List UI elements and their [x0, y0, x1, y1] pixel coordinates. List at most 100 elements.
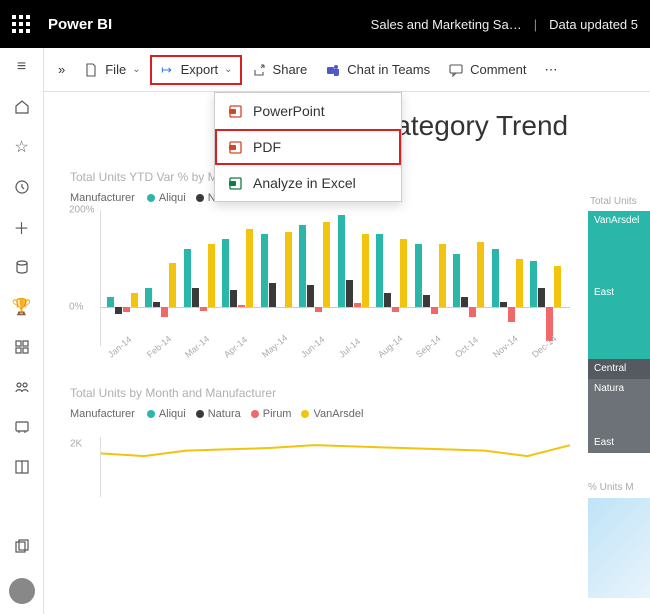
- bar[interactable]: [346, 280, 353, 307]
- bar[interactable]: [285, 232, 292, 307]
- treemap-cell[interactable]: East: [588, 283, 650, 303]
- export-option-analyze-in-excel[interactable]: Analyze in Excel: [215, 165, 401, 201]
- bar[interactable]: [508, 307, 515, 322]
- legend-item[interactable]: Pirum: [251, 408, 292, 420]
- expand-pages-button[interactable]: »: [50, 56, 73, 83]
- bar[interactable]: [123, 307, 130, 312]
- export-dropdown: PowerPointPDFAnalyze in Excel: [214, 92, 402, 202]
- bar[interactable]: [169, 263, 176, 307]
- bar[interactable]: [222, 239, 229, 307]
- bar[interactable]: [238, 305, 245, 307]
- bar[interactable]: [161, 307, 168, 317]
- treemap-cell[interactable]: [588, 303, 650, 359]
- workspaces-icon[interactable]: [13, 458, 31, 476]
- bar[interactable]: [269, 283, 276, 307]
- bar[interactable]: [115, 307, 122, 314]
- treemap-cell[interactable]: VanArsdel: [588, 211, 650, 283]
- share-button[interactable]: Share: [243, 56, 316, 84]
- export-option-pdf[interactable]: PDF: [215, 129, 401, 165]
- bar[interactable]: [153, 302, 160, 307]
- recent-icon[interactable]: [13, 178, 31, 196]
- create-icon[interactable]: ＋: [13, 218, 31, 236]
- bar[interactable]: [323, 222, 330, 307]
- bar[interactable]: [362, 234, 369, 307]
- bar[interactable]: [145, 288, 152, 307]
- bar[interactable]: [439, 244, 446, 307]
- bar[interactable]: [538, 288, 545, 307]
- bar[interactable]: [516, 259, 523, 308]
- legend-item[interactable]: VanArsdel: [301, 408, 363, 420]
- file-menu-button[interactable]: File ⌄: [75, 56, 148, 84]
- workspace-icon[interactable]: [13, 538, 31, 556]
- goals-icon[interactable]: 🏆: [13, 298, 31, 316]
- legend-item[interactable]: Aliqui: [147, 408, 186, 420]
- bar[interactable]: [469, 307, 476, 317]
- legend-item[interactable]: Natura: [196, 408, 241, 420]
- chart-total-units[interactable]: Total Units by Month and Manufacturer Ma…: [70, 386, 570, 497]
- bar[interactable]: [208, 244, 215, 307]
- bar[interactable]: [384, 293, 391, 308]
- comment-button[interactable]: Comment: [440, 56, 534, 84]
- apps-icon[interactable]: [13, 338, 31, 356]
- treemap-cell[interactable]: Natura: [588, 379, 650, 407]
- map-visual[interactable]: [588, 498, 650, 598]
- more-button[interactable]: ⋯: [536, 56, 565, 84]
- bar[interactable]: [261, 234, 268, 307]
- export-menu-button[interactable]: ↦ Export ⌄: [151, 56, 241, 84]
- bar[interactable]: [230, 290, 237, 307]
- home-icon[interactable]: [13, 98, 31, 116]
- learn-icon[interactable]: [13, 418, 31, 436]
- panel-title: Total Units: [588, 196, 650, 207]
- bar[interactable]: [307, 285, 314, 307]
- bar[interactable]: [392, 307, 399, 312]
- legend-item[interactable]: Aliqui: [147, 192, 186, 204]
- bar[interactable]: [530, 261, 537, 307]
- bar[interactable]: [423, 295, 430, 307]
- datasets-icon[interactable]: [13, 258, 31, 276]
- bar[interactable]: [107, 297, 114, 307]
- bar[interactable]: [354, 303, 361, 307]
- treemap-cell[interactable]: East: [588, 433, 650, 453]
- file-label: File: [105, 62, 126, 77]
- bar[interactable]: [192, 288, 199, 307]
- favorites-icon[interactable]: ☆: [13, 138, 31, 156]
- bar[interactable]: [500, 302, 507, 307]
- bar[interactable]: [400, 239, 407, 307]
- breadcrumb[interactable]: Sales and Marketing Sa…: [371, 17, 522, 32]
- workspace-avatar[interactable]: [9, 578, 35, 604]
- bar[interactable]: [131, 293, 138, 308]
- treemap-cell[interactable]: Central: [588, 359, 650, 379]
- shared-icon[interactable]: [13, 378, 31, 396]
- hamburger-icon[interactable]: ≡: [13, 58, 31, 76]
- chat-teams-button[interactable]: Chat in Teams: [317, 56, 438, 84]
- bar[interactable]: [554, 266, 561, 307]
- data-updated-text: Data updated 5: [549, 17, 638, 32]
- bar[interactable]: [200, 307, 207, 311]
- export-option-powerpoint[interactable]: PowerPoint: [215, 93, 401, 129]
- bar[interactable]: [453, 254, 460, 307]
- file-type-icon: [227, 139, 243, 155]
- bar[interactable]: [184, 249, 191, 307]
- share-label: Share: [273, 62, 308, 77]
- app-launcher-icon[interactable]: [12, 15, 30, 33]
- chevron-down-icon: ⌄: [224, 64, 232, 75]
- line-series[interactable]: [101, 445, 570, 456]
- bar[interactable]: [477, 242, 484, 308]
- comment-label: Comment: [470, 62, 526, 77]
- export-label: Export: [181, 62, 219, 77]
- chat-label: Chat in Teams: [347, 62, 430, 77]
- bar[interactable]: [338, 215, 345, 307]
- treemap-cell[interactable]: [588, 407, 650, 433]
- bar[interactable]: [492, 249, 499, 307]
- bar[interactable]: [299, 225, 306, 308]
- chevron-down-icon: ⌄: [132, 64, 140, 75]
- bar[interactable]: [415, 244, 422, 307]
- bar[interactable]: [376, 234, 383, 307]
- comment-icon: [448, 62, 464, 78]
- bar[interactable]: [246, 229, 253, 307]
- bar[interactable]: [315, 307, 322, 312]
- total-units-panel[interactable]: Total Units VanArsdelEastCentralNaturaEa…: [588, 196, 650, 453]
- bar[interactable]: [461, 297, 468, 307]
- bar[interactable]: [431, 307, 438, 314]
- legend-label: Manufacturer: [70, 408, 135, 420]
